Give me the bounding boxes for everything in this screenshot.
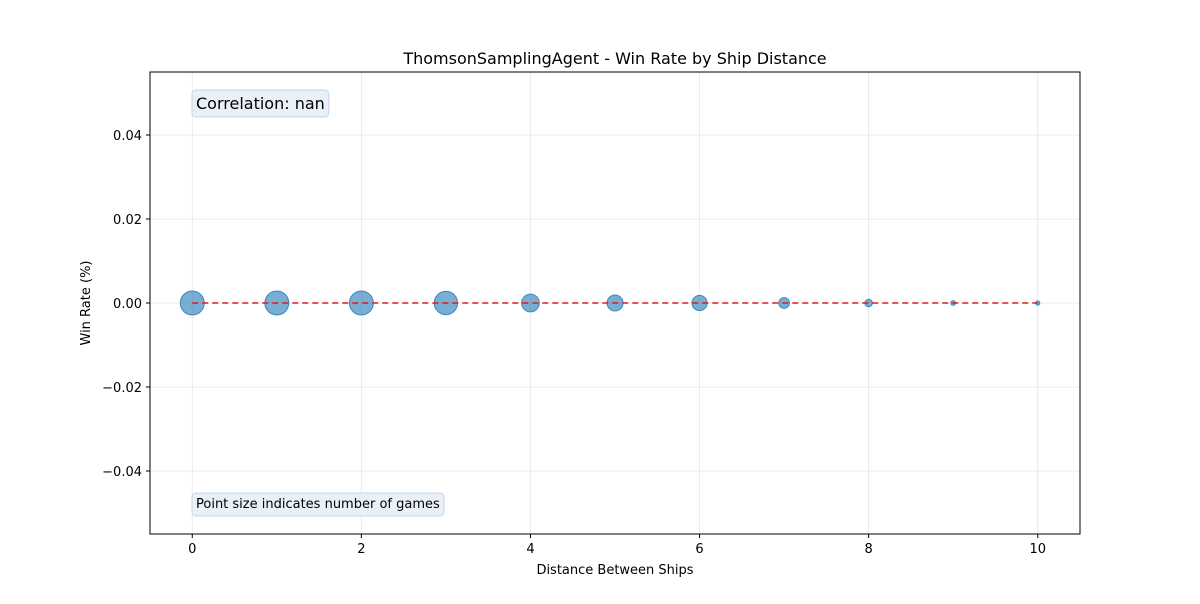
y-tick-label: 0.04 [113, 129, 142, 144]
y-axis-label: Win Rate (%) [79, 261, 94, 346]
y-axis-ticks: −0.04 −0.02 0.00 0.02 0.04 [102, 129, 150, 480]
x-tick-label: 6 [695, 542, 703, 557]
x-tick-label: 8 [864, 542, 872, 557]
x-tick-label: 4 [526, 542, 534, 557]
x-axis-ticks: 0 2 4 6 8 10 [188, 534, 1046, 557]
correlation-box [191, 89, 330, 118]
x-axis-label: Distance Between Ships [536, 563, 693, 578]
x-tick-label: 2 [357, 542, 365, 557]
x-tick-label: 0 [188, 542, 196, 557]
data-point [521, 293, 540, 313]
size-note-box [191, 492, 445, 517]
y-tick-label: 0.02 [113, 213, 142, 228]
correlation-annotation: Correlation: nan [191, 89, 330, 118]
y-tick-label: 0.00 [113, 297, 142, 312]
y-tick-label: −0.02 [102, 381, 142, 396]
x-tick-label: 10 [1029, 542, 1046, 557]
size-note-text: Point size indicates number of games [196, 497, 440, 512]
y-tick-label: −0.04 [102, 465, 142, 480]
chart-title: ThomsonSamplingAgent - Win Rate by Ship … [402, 49, 826, 68]
correlation-text: Correlation: nan [196, 94, 325, 113]
size-note-annotation: Point size indicates number of games [191, 492, 445, 517]
